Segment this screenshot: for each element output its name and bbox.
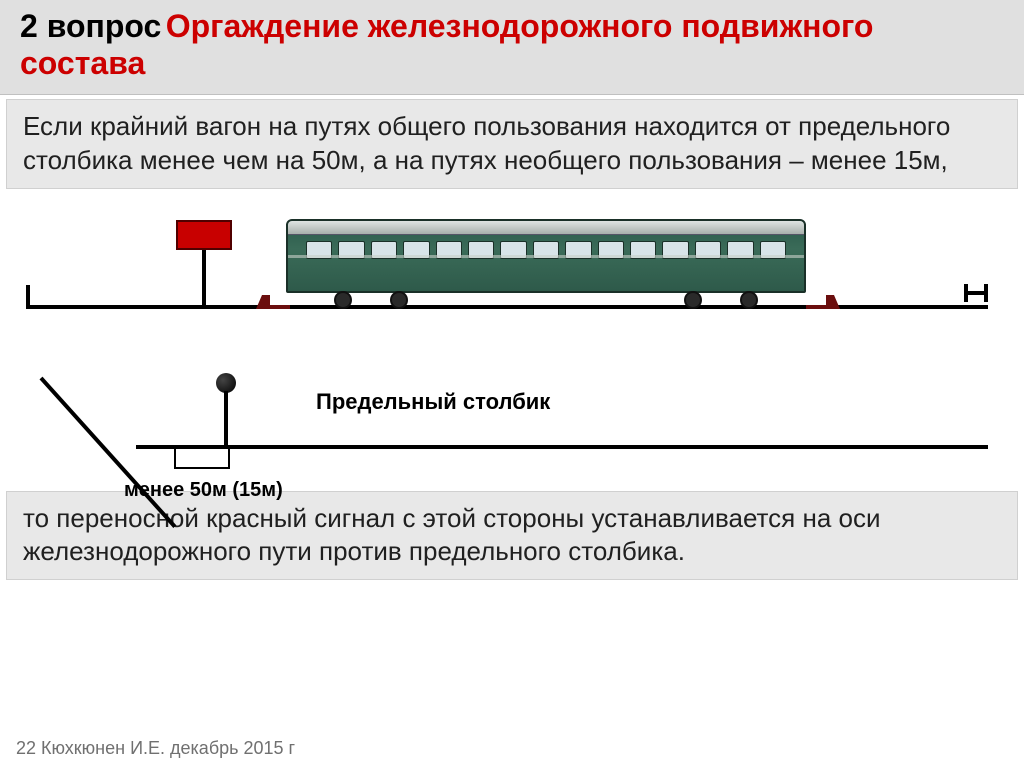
wagon-roof (288, 221, 804, 235)
wheel-icon (740, 291, 758, 309)
brake-shoe-right-icon (806, 293, 840, 309)
railway-wagon (286, 219, 806, 309)
bottom-paragraph-text: то переносной красный сигнал с этой стор… (23, 503, 881, 567)
wagon-body (286, 219, 806, 293)
rail-diagram: Предельный столбик менее 50м (15м) (6, 195, 1018, 485)
bogie-left (326, 293, 416, 309)
top-paragraph-text: Если крайний вагон на путях общего польз… (23, 111, 950, 175)
wagon-stripe (288, 255, 804, 258)
signal-flag-icon (176, 220, 232, 250)
dimension-line (174, 467, 230, 469)
question-number: 2 вопрос (20, 8, 161, 44)
limit-post-stick (224, 391, 228, 447)
dim-tick (174, 449, 176, 467)
slide-footer: 22 Кюхкюнен И.Е. декабрь 2015 г (0, 732, 311, 765)
track-end-left (26, 285, 30, 309)
limit-post-label: Предельный столбик (316, 389, 550, 415)
red-signal (176, 220, 232, 308)
track-end-right (964, 291, 988, 295)
wheel-icon (390, 291, 408, 309)
dimension-label: менее 50м (15м) (124, 479, 283, 502)
bogie-right (676, 293, 766, 309)
dim-tick (228, 449, 230, 467)
wheel-icon (684, 291, 702, 309)
signal-stick (202, 250, 206, 308)
top-paragraph-box: Если крайний вагон на путях общего польз… (6, 99, 1018, 189)
slide-header: 2 вопрос Оргаждение железнодорожного под… (0, 0, 1024, 95)
wagon-undercarriage (286, 293, 806, 309)
lower-track-line (136, 445, 988, 449)
wheel-icon (334, 291, 352, 309)
brake-shoe-left-icon (256, 293, 290, 309)
limit-post-icon (216, 373, 236, 393)
